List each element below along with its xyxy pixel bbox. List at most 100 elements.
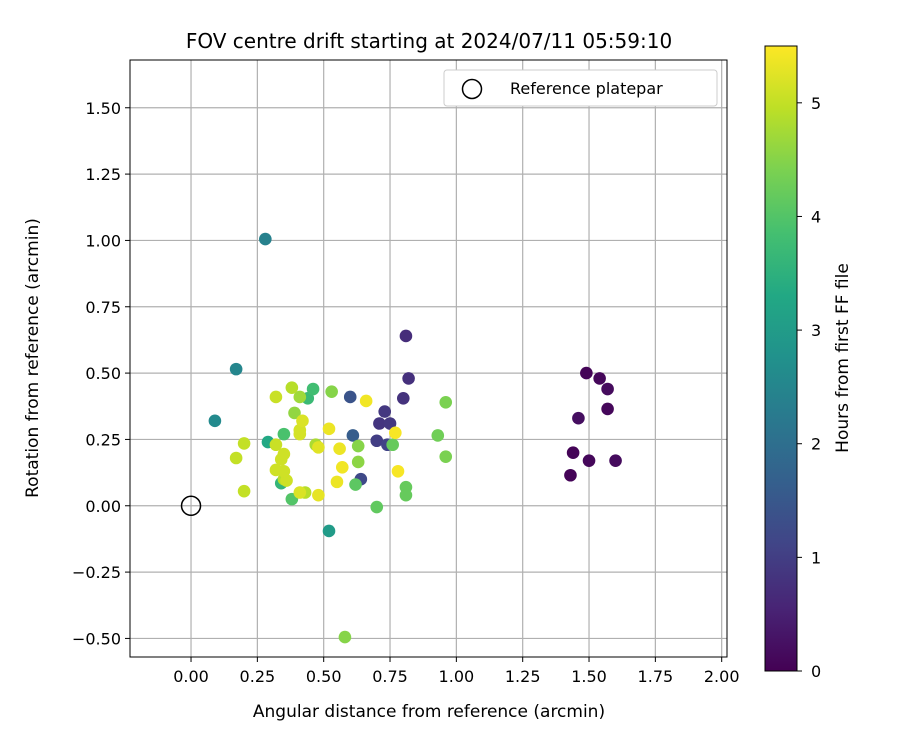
y-tick-label: 0.00 xyxy=(85,497,121,516)
x-tick-label: 0.75 xyxy=(372,667,408,686)
data-point xyxy=(208,414,222,428)
data-point xyxy=(338,630,352,644)
grid xyxy=(130,60,727,657)
data-point xyxy=(566,446,580,459)
data-point xyxy=(439,450,453,463)
y-tick-label: 1.50 xyxy=(85,99,121,118)
colorbar-frame xyxy=(764,45,798,672)
data-point xyxy=(399,329,413,343)
colorbar-tick-label: 5 xyxy=(811,94,821,113)
data-point xyxy=(288,406,301,420)
data-point xyxy=(333,442,346,456)
data-point xyxy=(237,437,251,450)
data-point xyxy=(601,382,614,396)
colorbar-tick-label: 0 xyxy=(811,662,821,681)
data-point xyxy=(378,405,392,418)
data-point xyxy=(269,390,283,404)
data-point xyxy=(601,402,614,416)
data-point xyxy=(285,381,299,394)
y-tick-label: −0.25 xyxy=(72,563,121,582)
colorbar: 0 1 2 3 4 5 Hours from first FF file xyxy=(764,45,853,681)
data-point xyxy=(229,451,243,465)
data-point xyxy=(389,426,402,440)
y-tick-label: 1.25 xyxy=(85,165,121,184)
data-point xyxy=(237,484,251,498)
data-point xyxy=(370,434,384,448)
data-point xyxy=(351,455,365,469)
data-point xyxy=(373,417,386,430)
x-tick-label: 1.75 xyxy=(638,667,674,686)
data-point xyxy=(325,385,338,398)
data-point xyxy=(293,486,307,499)
x-tick-label: 2.00 xyxy=(704,667,740,686)
data-point xyxy=(335,460,349,474)
data-point xyxy=(277,447,291,461)
x-tick-label: 0.00 xyxy=(173,667,209,686)
data-point xyxy=(402,372,415,385)
data-point xyxy=(306,382,320,396)
colorbar-tick-label: 2 xyxy=(811,435,821,454)
data-point xyxy=(346,429,360,442)
data-point xyxy=(572,411,585,425)
data-point xyxy=(322,422,336,436)
data-point xyxy=(322,524,336,538)
data-point xyxy=(229,362,243,376)
x-tick-label: 0.50 xyxy=(306,667,342,686)
data-point xyxy=(580,366,593,380)
data-point xyxy=(399,488,413,502)
colorbar-label: Hours from first FF file xyxy=(833,263,853,453)
data-point xyxy=(431,429,445,442)
colorbar-tick-label: 4 xyxy=(811,207,821,226)
data-points xyxy=(208,232,622,644)
y-tick-label: −0.50 xyxy=(72,629,121,648)
data-point xyxy=(609,454,622,467)
reference-marker-layer xyxy=(180,495,202,517)
data-point xyxy=(383,417,397,430)
data-point xyxy=(391,464,405,478)
colorbar-ticks: 0 1 2 3 4 5 xyxy=(797,94,821,681)
x-axis-label: Angular distance from reference (arcmin) xyxy=(253,702,605,722)
data-point xyxy=(564,468,577,482)
data-point xyxy=(349,478,362,491)
reference-platepar-marker xyxy=(180,495,202,517)
chart-title: FOV centre drift starting at 2024/07/11 … xyxy=(186,29,672,53)
data-point xyxy=(370,500,384,514)
legend-box xyxy=(443,69,718,107)
data-point xyxy=(259,232,272,246)
y-tick-label: 1.00 xyxy=(85,231,121,250)
data-point xyxy=(439,395,453,409)
colorbar-gradient xyxy=(765,46,797,671)
x-tick-label: 1.50 xyxy=(571,667,607,686)
data-point xyxy=(386,438,399,452)
y-axis: −0.50 −0.25 0.00 0.25 0.50 0.75 1.00 1.25 1.50 xyxy=(72,99,130,648)
data-point xyxy=(293,390,307,404)
legend: Reference platepar xyxy=(443,69,718,107)
y-axis-label: Rotation from reference (arcmin) xyxy=(23,218,43,498)
data-point xyxy=(277,464,291,478)
x-tick-label: 0.25 xyxy=(240,667,276,686)
data-point xyxy=(269,438,283,452)
y-tick-label: 0.75 xyxy=(85,298,121,317)
data-point xyxy=(351,439,365,453)
y-tick-label: 0.25 xyxy=(85,430,121,449)
x-tick-label: 1.25 xyxy=(505,667,541,686)
data-point xyxy=(593,372,606,385)
data-point xyxy=(277,427,291,441)
data-point xyxy=(343,390,357,404)
colorbar-tick-label: 1 xyxy=(811,548,821,567)
data-point xyxy=(582,454,596,467)
colorbar-tick-label: 3 xyxy=(811,321,821,340)
data-point xyxy=(312,441,325,454)
legend-label: Reference platepar xyxy=(510,79,663,98)
data-point xyxy=(330,475,344,489)
data-point xyxy=(312,488,325,502)
legend-reference-marker xyxy=(461,78,483,100)
data-point xyxy=(396,392,410,405)
y-tick-label: 0.50 xyxy=(85,364,121,383)
x-tick-label: 1.00 xyxy=(439,667,475,686)
plot-area-frame xyxy=(129,59,728,658)
data-point xyxy=(359,394,373,408)
x-axis: 0.00 0.25 0.50 0.75 1.00 1.25 1.50 1.75 2.00 xyxy=(173,657,740,686)
data-point xyxy=(296,414,309,428)
